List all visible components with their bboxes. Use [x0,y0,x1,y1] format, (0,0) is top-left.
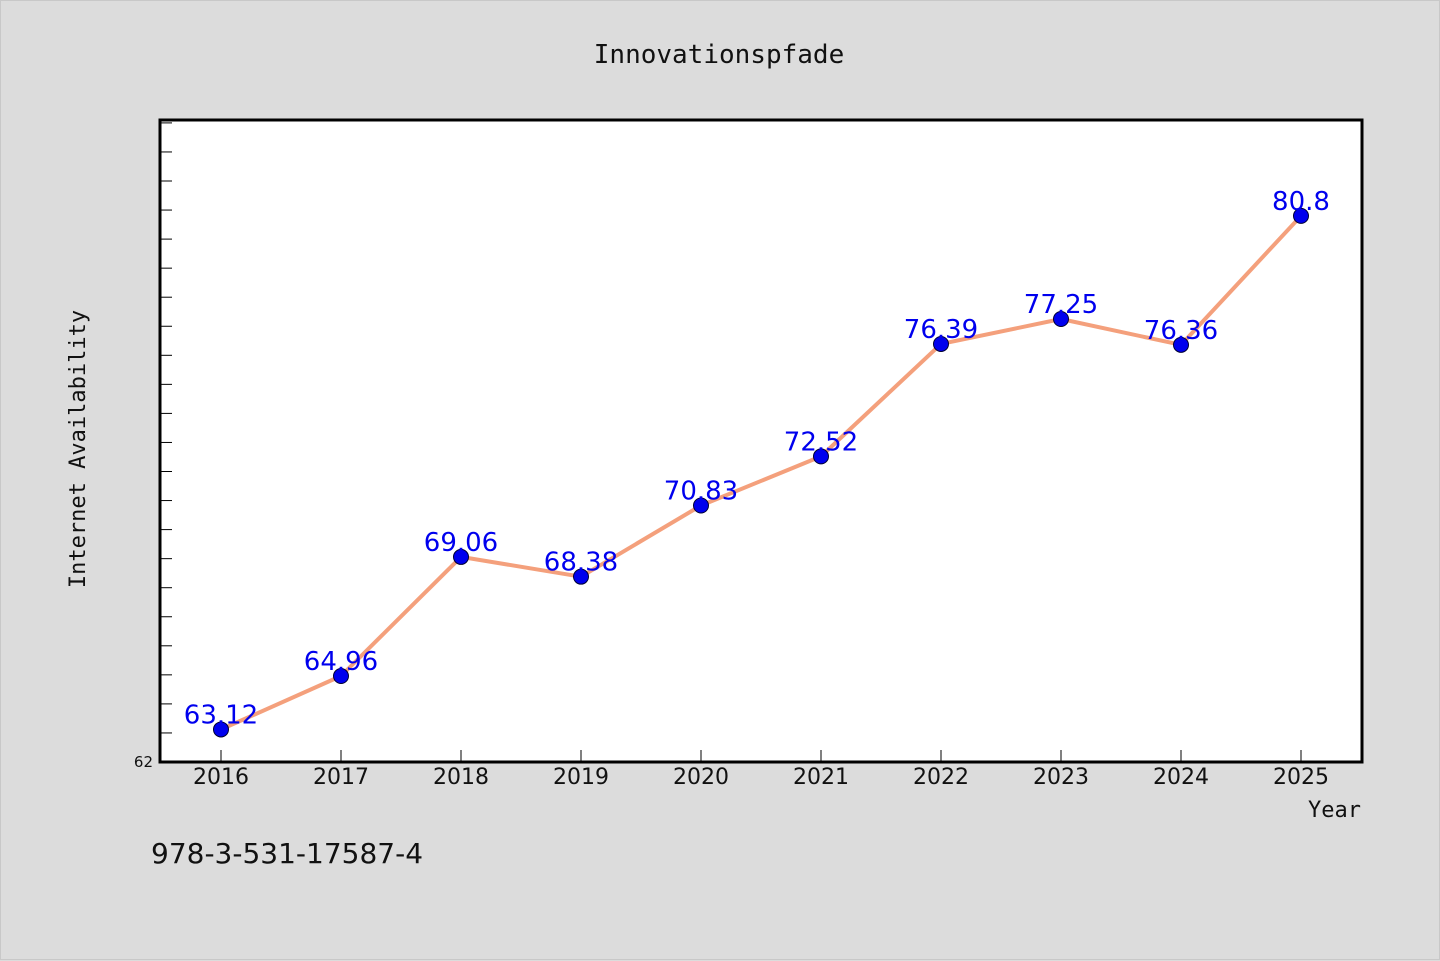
x-tick-label: 2023 [1033,765,1089,790]
data-label: 70.83 [664,476,738,506]
x-tick-label: 2018 [433,765,489,790]
series-line [219,213,1303,732]
y-axis-ticks [160,122,172,763]
data-point [1293,207,1309,224]
data-point [933,335,949,352]
x-axis-ticks [220,750,1302,762]
footer-isbn: 978-3-531-17587-4 [151,837,423,870]
x-tick-label: 2022 [913,765,969,790]
data-label: 76.36 [1144,316,1218,346]
data-label: 76.39 [904,315,978,345]
data-point [213,721,229,738]
x-tick-label: 2019 [553,765,609,790]
y-axis-title: Internet Availability [66,310,91,588]
x-tick-label: 2020 [673,765,729,790]
x-tick-label: 2021 [793,765,849,790]
series-internet-availability: 63.12 64.96 69.06 68.38 70.83 72.52 76.39 77.25… [184,187,1330,738]
y-tick-label-min: 62 [134,753,153,771]
x-tick-label: 2024 [1153,765,1209,790]
data-label: 72.52 [784,427,858,457]
data-label: 80.8 [1272,187,1330,217]
data-label: 64.96 [304,647,378,677]
data-point [333,668,349,685]
x-axis-title: Year [1308,798,1361,823]
data-point [573,568,589,585]
x-axis-tick-labels: 2016 2017 2018 2019 2020 2021 2022 2023 2024 2025 [193,765,1329,790]
data-point [1173,336,1189,353]
x-tick-label: 2017 [313,765,369,790]
data-label: 69.06 [424,528,498,558]
data-point [693,497,709,514]
data-point [813,448,829,465]
x-tick-label: 2025 [1273,765,1329,790]
data-point [1053,310,1069,327]
data-label: 68.38 [544,548,618,578]
data-label: 63.12 [184,700,258,730]
data-label: 77.25 [1024,290,1098,320]
x-tick-label: 2016 [193,765,249,790]
data-point [453,548,469,565]
chart-title: Innovationspfade [594,40,844,70]
